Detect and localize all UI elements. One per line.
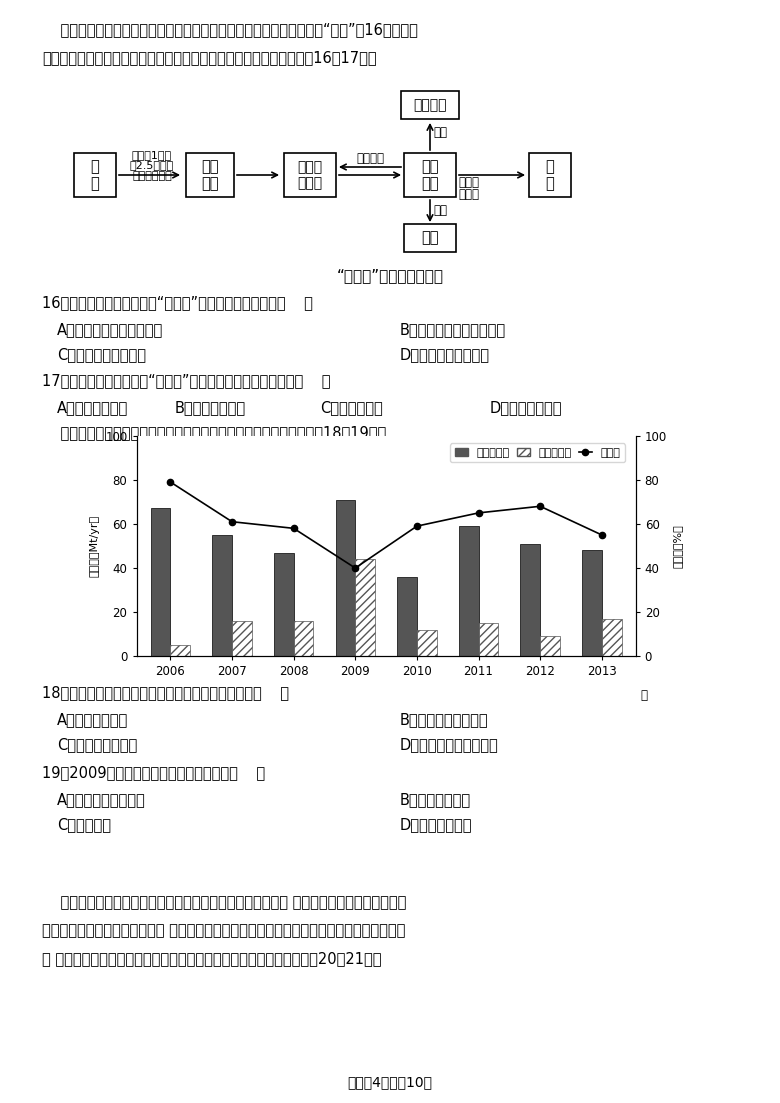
Bar bbox=[355, 559, 375, 656]
Text: 排放: 排放 bbox=[433, 127, 447, 139]
Text: B．山西煤炭资源十分丰富: B．山西煤炭资源十分丰富 bbox=[400, 322, 506, 338]
Bar bbox=[404, 224, 456, 251]
Bar bbox=[186, 153, 234, 197]
Bar bbox=[602, 619, 622, 656]
Legend: 入库泥沙量, 出库泥沙量, 拦截率: 入库泥沙量, 出库泥沙量, 拦截率 bbox=[450, 443, 625, 462]
拦截率 bbox=[227, 515, 236, 528]
Text: C．水资源短缺: C．水资源短缺 bbox=[320, 400, 383, 415]
Bar bbox=[479, 623, 498, 656]
Text: D．入库泥沙量不断增多: D．入库泥沙量不断增多 bbox=[400, 737, 498, 752]
Bar bbox=[335, 500, 355, 656]
Bar bbox=[417, 630, 437, 656]
Bar bbox=[404, 153, 456, 197]
拦截率 bbox=[165, 475, 175, 489]
Bar bbox=[293, 621, 314, 656]
Text: 加水（1吨煤: 加水（1吨煤 bbox=[132, 150, 172, 160]
Bar bbox=[459, 526, 479, 656]
拦截率 bbox=[474, 506, 484, 520]
拦截率 bbox=[350, 561, 360, 575]
Text: 柴油: 柴油 bbox=[421, 231, 438, 246]
Bar bbox=[170, 645, 190, 656]
Text: D．山西输油管道密集: D．山西输油管道密集 bbox=[400, 347, 490, 362]
Bar bbox=[520, 544, 541, 656]
Text: D．水库拦截率高: D．水库拦截率高 bbox=[400, 817, 473, 832]
Text: 试卷第4页，总10页: 试卷第4页，总10页 bbox=[348, 1075, 432, 1089]
Text: “煤变油”工艺流程示意图: “煤变油”工艺流程示意图 bbox=[336, 268, 444, 283]
拦截率 bbox=[536, 500, 545, 513]
Text: A．工艺流程复杂: A．工艺流程复杂 bbox=[57, 400, 128, 415]
拦截率 bbox=[597, 528, 607, 542]
Bar bbox=[212, 535, 232, 656]
Y-axis label: 拦截率（%）: 拦截率（%） bbox=[672, 524, 682, 568]
Text: A．山西石油资源十分短缺: A．山西石油资源十分短缺 bbox=[57, 322, 163, 338]
Text: 异构化: 异构化 bbox=[458, 189, 479, 202]
Text: 加催化剂加氢: 加催化剂加氢 bbox=[132, 171, 172, 181]
Text: 18．按照目前的发展趋势，该水库面临的主要问题是（    ）: 18．按照目前的发展趋势，该水库面临的主要问题是（ ） bbox=[42, 685, 289, 700]
Text: 读某水库运行后入库泥沙量、出库泥沙量及拦截率变化统计图，完成18～19题。: 读某水库运行后入库泥沙量、出库泥沙量及拦截率变化统计图，完成18～19题。 bbox=[42, 425, 386, 440]
Bar bbox=[401, 92, 459, 119]
Text: 由于对煤炭资源大规模、高强度的开发，东北、山西等地的 煤炭资源型城市虽为国家工业: 由于对煤炭资源大规模、高强度的开发，东北、山西等地的 煤炭资源型城市虽为国家工业 bbox=[42, 895, 406, 910]
Text: 浆态床
反应器: 浆态床 反应器 bbox=[297, 160, 323, 190]
Text: 石脑油: 石脑油 bbox=[458, 176, 479, 190]
Text: 脱蜡: 脱蜡 bbox=[433, 203, 447, 216]
Text: 加2.5吨水）: 加2.5吨水） bbox=[130, 160, 174, 170]
Bar bbox=[582, 550, 602, 656]
拦截率 bbox=[289, 522, 298, 535]
Bar bbox=[541, 636, 560, 656]
Line: 拦截率: 拦截率 bbox=[167, 479, 605, 571]
拦截率 bbox=[413, 520, 422, 533]
Text: 的 代价。下图为资源型城市生命周期与资源产业生命周期图。据此回答20～21题。: 的 代价。下图为资源型城市生命周期与资源产业生命周期图。据此回答20～21题。 bbox=[42, 951, 381, 966]
Text: C．库区水污染加剧: C．库区水污染加剧 bbox=[57, 737, 137, 752]
Text: 19．2009年出库泥沙量剧增的主要原因是（    ）: 19．2009年出库泥沙量剧增的主要原因是（ ） bbox=[42, 765, 265, 780]
Bar bbox=[274, 553, 293, 656]
Text: A．上游水土流失加剧: A．上游水土流失加剧 bbox=[57, 792, 146, 807]
Text: 16．目前，我国在山西启动“煤变油”工程，其布局理由是（    ）: 16．目前，我国在山西启动“煤变油”工程，其布局理由是（ ） bbox=[42, 295, 313, 310]
Text: 整流
设备: 整流 设备 bbox=[201, 159, 218, 191]
Text: 国内具有自主知识产权的煤基合成油示范项目已在山西潞安集团正式“出油”，16万吨煤基: 国内具有自主知识产权的煤基合成油示范项目已在山西潞安集团正式“出油”，16万吨煤… bbox=[42, 22, 418, 38]
Text: B．水库库容变小: B．水库库容变小 bbox=[400, 792, 471, 807]
Bar bbox=[232, 621, 252, 656]
Text: 化发展提供了强有力的能源和资 源支撑，但也付出了沉重的资源、环境、生命和后续发展能力: 化发展提供了强有力的能源和资 源支撑，但也付出了沉重的资源、环境、生命和后续发展… bbox=[42, 923, 406, 938]
Text: A．上游来水减少: A．上游来水减少 bbox=[57, 713, 128, 727]
Bar bbox=[397, 577, 417, 656]
Y-axis label: 泥沙量（Mt/yr）: 泥沙量（Mt/yr） bbox=[90, 515, 100, 577]
Bar bbox=[151, 508, 170, 656]
Text: 年: 年 bbox=[640, 689, 647, 703]
Text: 二氧化碳: 二氧化碳 bbox=[413, 98, 447, 113]
Text: 合成油是我国煤间接液化自主技术产业化的第一个项目。读下图，回答16～17题。: 合成油是我国煤间接液化自主技术产业化的第一个项目。读下图，回答16～17题。 bbox=[42, 50, 377, 65]
Text: 粉
煤: 粉 煤 bbox=[90, 159, 99, 191]
Bar bbox=[529, 153, 571, 197]
Text: 17．从图示信息看，山西“煤变油”工程实施的主要制约因素是（    ）: 17．从图示信息看，山西“煤变油”工程实施的主要制约因素是（ ） bbox=[42, 373, 331, 388]
Text: C．山西科技力量强大: C．山西科技力量强大 bbox=[57, 347, 146, 362]
Text: 汽
油: 汽 油 bbox=[546, 159, 555, 191]
Text: 甲烷重整: 甲烷重整 bbox=[356, 152, 384, 165]
Bar bbox=[284, 153, 336, 197]
Text: B．水库库容逐渐变小: B．水库库容逐渐变小 bbox=[400, 713, 488, 727]
Text: 分离
分馏: 分离 分馏 bbox=[421, 159, 438, 191]
Text: B．环境污染严重: B．环境污染严重 bbox=[175, 400, 246, 415]
Text: C．水库清淤: C．水库清淤 bbox=[57, 817, 111, 832]
Text: D．消费市场狭小: D．消费市场狭小 bbox=[490, 400, 562, 415]
Bar bbox=[74, 153, 116, 197]
